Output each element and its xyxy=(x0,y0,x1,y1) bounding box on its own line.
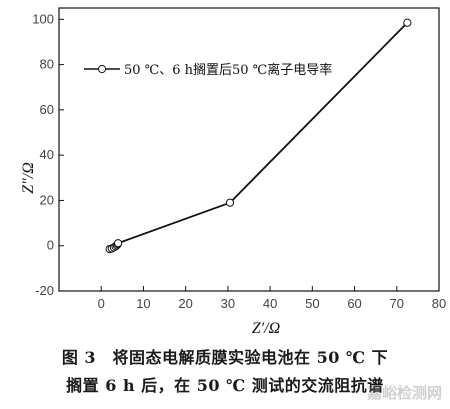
x-axis-label: Z′/Ω xyxy=(252,320,280,337)
x-tick-label: 50 xyxy=(305,296,319,311)
figure-caption-line-2: 搁置 6 h 后，在 50 ℃ 测试的交流阻抗谱 xyxy=(66,376,384,395)
x-tick-label: 40 xyxy=(263,296,277,311)
y-tick-label: 100 xyxy=(32,11,54,26)
y-tick-label: -20 xyxy=(35,283,54,298)
data-point xyxy=(114,239,123,248)
legend-label: 50 ℃、6 h搁置后50 ℃离子电导率 xyxy=(124,62,332,78)
x-axis-ticks: 0 10 20 30 40 50 60 70 80 xyxy=(98,286,446,311)
y-tick-label: 0 xyxy=(47,238,54,253)
watermark: 嘉峪检测网 xyxy=(366,384,442,402)
data-point xyxy=(225,198,235,207)
x-tick-label: 0 xyxy=(98,296,105,311)
x-tick-label: 20 xyxy=(178,296,192,311)
y-tick-label: 80 xyxy=(40,57,54,72)
legend-marker xyxy=(97,64,107,74)
x-tick-label: 80 xyxy=(432,296,446,311)
y-axis-label: Z″/Ω xyxy=(20,162,37,194)
y-tick-label: 40 xyxy=(40,147,54,162)
x-tick-label: 60 xyxy=(347,296,361,311)
y-tick-label: 20 xyxy=(40,192,54,207)
legend: 50 ℃、6 h搁置后50 ℃离子电导率 xyxy=(84,62,332,78)
figure-caption-line-1: 图 3 将固态电解质膜实验电池在 50 ℃ 下 xyxy=(61,348,389,367)
series-layer xyxy=(105,18,412,254)
x-tick-label: 30 xyxy=(221,296,235,311)
y-tick-label: 60 xyxy=(40,102,54,117)
x-tick-label: 10 xyxy=(136,296,150,311)
data-point xyxy=(403,18,412,27)
series-line xyxy=(109,22,408,250)
plot-frame xyxy=(58,7,440,292)
x-tick-label: 70 xyxy=(390,296,404,311)
y-axis-ticks: -20 0 20 40 60 80 100 xyxy=(32,11,64,298)
impedance-chart: 0 10 20 30 40 50 60 70 80 -20 0 20 40 60 80 100 50 ℃、6… xyxy=(20,7,446,337)
